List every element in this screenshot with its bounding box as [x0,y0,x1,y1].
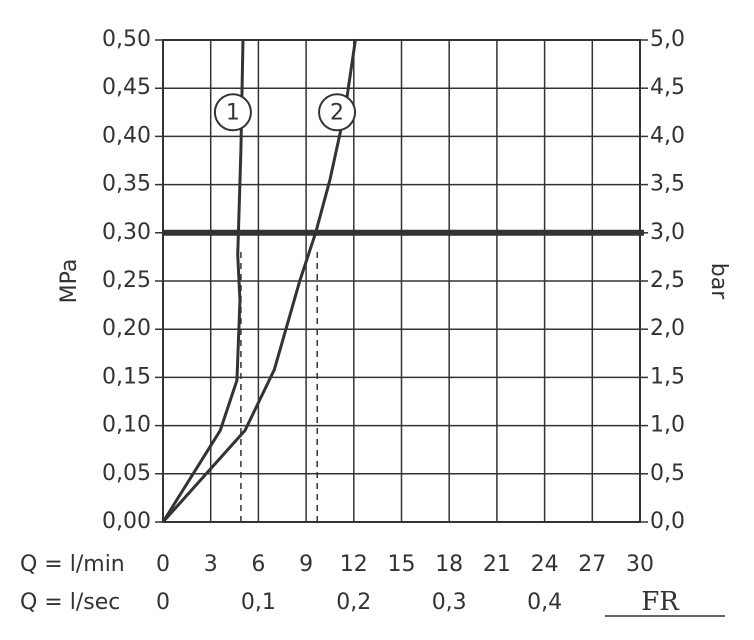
x-axis-label: Q = l/min [20,552,125,577]
y2-tick-label: 5,0 [650,27,685,52]
y-tick-label: 0,50 [102,27,151,52]
y2-tick-label: 0,0 [650,509,685,534]
x-tick-label: 3 [204,552,218,577]
series-label: 2 [330,100,344,125]
y2-axis-label: bar [706,263,731,300]
y2-tick-label: 1,5 [650,364,685,389]
plot-frame [162,39,641,523]
y2-tick-label: 3,5 [650,172,685,197]
y2-tick-label: 0,5 [650,461,685,486]
y2-tick-label: 2,5 [650,268,685,293]
y-tick-label: 0,05 [102,461,151,486]
series-marker-circle [318,93,357,132]
y2-tick-label: 4,0 [650,123,685,148]
x2-tick-label: 0,4 [527,590,562,615]
y-tick-label: 0,10 [102,413,151,438]
x2-tick-label: 0,2 [336,590,371,615]
x2-tick-label: 0,3 [432,590,467,615]
y-tick-label: 0,20 [102,316,151,341]
series-marker-circle [213,93,252,132]
y-tick-label: 0,00 [102,509,151,534]
line-series [161,39,245,523]
x2-axis-label: Q = l/sec [20,590,120,615]
x-tick-label: 27 [578,552,606,577]
y-tick-label: 0,40 [102,123,151,148]
y-tick-label: 0,15 [102,364,151,389]
x-tick-label: 30 [626,552,654,577]
x-tick-label: 12 [340,552,368,577]
x-tick-label: 6 [251,552,265,577]
y2-tick-label: 1,0 [650,413,685,438]
series-label: 1 [226,100,240,125]
x-tick-label: 15 [388,552,416,577]
x2-tick-label: 0,1 [241,590,276,615]
y-axis-label: MPa [57,259,82,304]
x-tick-label: 24 [531,552,559,577]
y-tick-label: 0,25 [102,268,151,293]
x-tick-label: 0 [156,552,170,577]
y-tick-label: 0,45 [102,75,151,100]
x-tick-label: 18 [435,552,463,577]
x-tick-label: 9 [299,552,313,577]
y-tick-label: 0,35 [102,172,151,197]
x2-tick-label: 0 [156,590,170,615]
y2-tick-label: 3,0 [650,220,685,245]
logo: FR [641,587,680,617]
y2-tick-label: 2,0 [650,316,685,341]
x-tick-label: 21 [483,552,511,577]
y-tick-label: 0,30 [102,220,151,245]
y2-tick-label: 4,5 [650,75,685,100]
